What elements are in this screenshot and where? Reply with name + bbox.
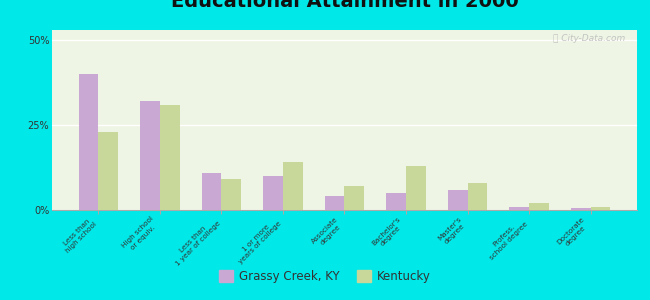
Bar xyxy=(510,207,529,210)
Bar xyxy=(325,196,344,210)
Legend: Grassy Creek, KY, Kentucky: Grassy Creek, KY, Kentucky xyxy=(214,266,436,288)
Bar xyxy=(98,132,118,210)
Bar xyxy=(222,179,241,210)
Bar xyxy=(140,101,160,210)
Bar xyxy=(467,183,488,210)
Bar xyxy=(406,166,426,210)
Bar xyxy=(344,186,364,210)
Title: Educational Attainment in 2000: Educational Attainment in 2000 xyxy=(170,0,519,11)
Bar xyxy=(202,172,222,210)
Bar xyxy=(79,74,98,210)
Bar xyxy=(386,193,406,210)
Bar xyxy=(160,105,179,210)
Bar xyxy=(448,190,467,210)
Bar xyxy=(591,207,610,210)
Bar xyxy=(263,176,283,210)
Text: ⓘ City-Data.com: ⓘ City-Data.com xyxy=(553,34,625,43)
Bar xyxy=(529,203,549,210)
Bar xyxy=(571,208,591,210)
Bar xyxy=(283,163,303,210)
